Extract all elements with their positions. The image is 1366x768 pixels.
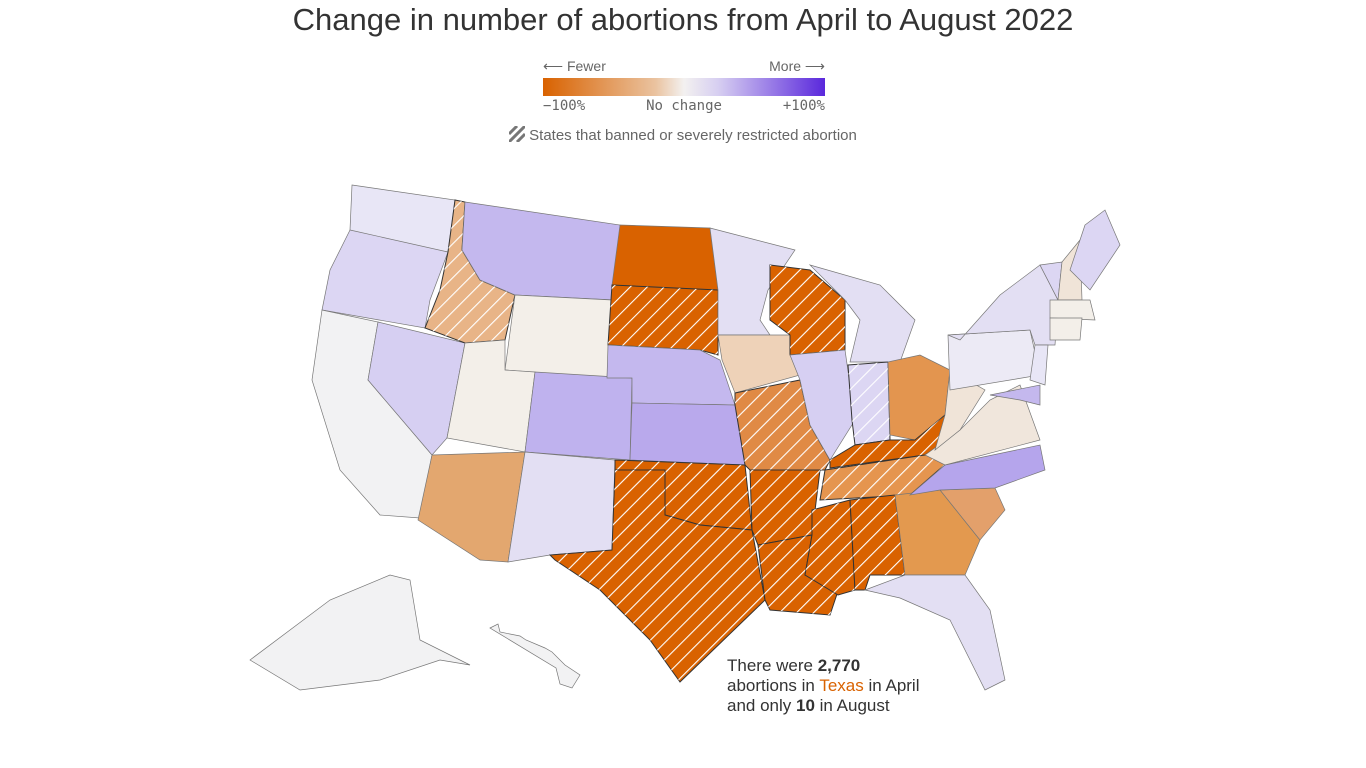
hatch-legend: States that banned or severely restricte… <box>0 124 1366 144</box>
legend-min-label: −100% <box>543 98 586 114</box>
ban-hatch-wi <box>770 265 845 355</box>
april-count: 2,770 <box>817 656 861 675</box>
state-fl <box>863 574 1006 691</box>
state-ak <box>249 574 471 691</box>
legend-fewer-label: ⟵ Fewer <box>543 58 606 74</box>
state-hi <box>489 623 581 689</box>
annotation-text: in August <box>814 696 890 715</box>
ban-hatch-ok <box>615 460 752 530</box>
texas-annotation: There were 2,770 abortions in Texas in A… <box>727 656 919 716</box>
state-nv <box>367 321 466 456</box>
state-wv <box>934 369 986 451</box>
annotation-text: and only <box>727 696 796 715</box>
state-pa <box>947 329 1041 391</box>
ban-hatch-sd <box>608 285 718 355</box>
ban-hatch-tn <box>820 455 950 500</box>
legend-more-label: More ⟶ <box>769 58 825 74</box>
ban-hatch-ms <box>805 500 855 595</box>
legend-gradient-bar <box>543 78 825 96</box>
state-az <box>417 451 526 563</box>
august-count: 10 <box>796 696 815 715</box>
state-co <box>524 371 633 461</box>
state-ct <box>1049 317 1083 341</box>
ban-hatch-id <box>425 200 515 343</box>
ban-hatch-ar <box>750 470 820 545</box>
state-wy <box>504 294 613 379</box>
state-ks <box>629 402 746 466</box>
ban-hatch-tx <box>550 470 765 682</box>
annotation-text: abortions in <box>727 676 820 695</box>
state-ny <box>947 264 1059 346</box>
state-mi <box>808 264 916 363</box>
state-nm <box>507 451 616 563</box>
ban-hatch-al <box>850 495 905 590</box>
legend-max-label: +100% <box>782 98 825 114</box>
state-nj <box>1029 344 1049 386</box>
annotation-state: Texas <box>819 676 864 695</box>
state-nd <box>611 224 719 291</box>
chart-title: Change in number of abortions from April… <box>292 2 1074 37</box>
state-ia <box>717 334 801 394</box>
annotation-text: in April <box>863 676 920 695</box>
hatch-legend-label: States that banned or severely restricte… <box>529 127 857 144</box>
state-mn <box>709 227 796 336</box>
legend-mid-label: No change <box>646 98 722 114</box>
state-md <box>989 384 1041 406</box>
color-legend: ⟵ Fewer More ⟶ −100% No change +100% <box>543 58 825 114</box>
state-ma <box>1049 299 1096 321</box>
hatch-swatch-icon <box>508 124 527 144</box>
state-me <box>1069 209 1121 291</box>
ban-hatch-la <box>758 535 840 615</box>
annotation-text: There were <box>727 656 818 675</box>
ban-hatch-mo <box>735 380 830 470</box>
ban-hatch-in <box>848 362 890 445</box>
